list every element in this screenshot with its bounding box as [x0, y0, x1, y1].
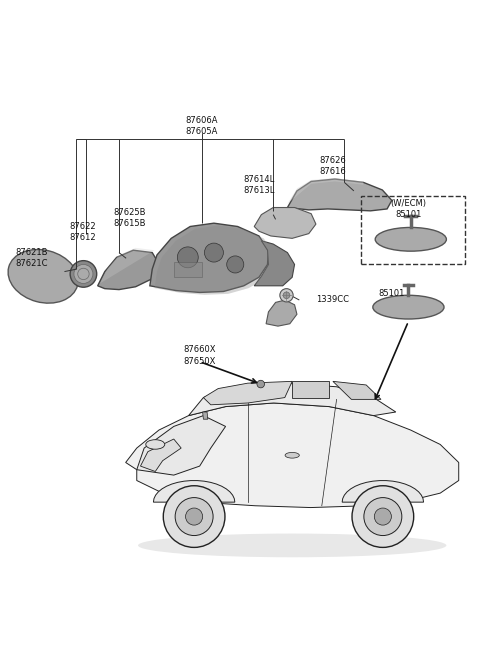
- Circle shape: [280, 288, 293, 302]
- Circle shape: [178, 247, 198, 268]
- Bar: [361, 196, 466, 265]
- Polygon shape: [126, 403, 459, 508]
- Text: 85101: 85101: [379, 289, 405, 298]
- Ellipse shape: [138, 533, 446, 557]
- Circle shape: [257, 380, 264, 388]
- Text: 1339CC: 1339CC: [316, 294, 349, 304]
- Text: 87626
87616: 87626 87616: [319, 156, 346, 176]
- Circle shape: [364, 497, 402, 535]
- Polygon shape: [150, 223, 268, 292]
- Circle shape: [374, 508, 391, 525]
- Polygon shape: [204, 381, 292, 405]
- Polygon shape: [155, 225, 273, 295]
- FancyArrowPatch shape: [202, 363, 256, 383]
- Circle shape: [283, 292, 290, 299]
- Text: 87606A
87605A: 87606A 87605A: [186, 116, 218, 137]
- Text: 87622
87612: 87622 87612: [69, 222, 96, 242]
- Circle shape: [227, 256, 244, 273]
- Polygon shape: [254, 240, 295, 286]
- Polygon shape: [141, 439, 181, 472]
- Polygon shape: [174, 262, 202, 277]
- Polygon shape: [292, 381, 329, 397]
- FancyArrowPatch shape: [375, 324, 408, 399]
- Ellipse shape: [146, 440, 165, 449]
- Text: 87625B
87615B: 87625B 87615B: [114, 208, 146, 229]
- Ellipse shape: [285, 453, 300, 458]
- Circle shape: [352, 486, 414, 547]
- Polygon shape: [100, 248, 155, 283]
- Polygon shape: [189, 383, 396, 416]
- Polygon shape: [288, 178, 363, 204]
- Polygon shape: [203, 412, 208, 419]
- Circle shape: [78, 268, 89, 280]
- Text: 87660X
87650X: 87660X 87650X: [183, 346, 216, 365]
- Text: (W/ECM)
85101: (W/ECM) 85101: [390, 199, 426, 219]
- Polygon shape: [288, 179, 392, 211]
- Circle shape: [186, 508, 203, 525]
- Polygon shape: [97, 250, 159, 290]
- Text: 87621B
87621C: 87621B 87621C: [15, 248, 48, 268]
- Polygon shape: [254, 208, 316, 238]
- Polygon shape: [266, 300, 297, 326]
- Ellipse shape: [373, 295, 444, 319]
- Polygon shape: [137, 416, 226, 475]
- Polygon shape: [154, 480, 235, 502]
- Ellipse shape: [8, 250, 78, 303]
- Circle shape: [70, 261, 96, 287]
- Circle shape: [74, 265, 93, 283]
- Text: 87614L
87613L: 87614L 87613L: [243, 175, 275, 195]
- Circle shape: [163, 486, 225, 547]
- Ellipse shape: [375, 227, 446, 251]
- Polygon shape: [333, 381, 381, 399]
- Circle shape: [175, 497, 213, 535]
- Polygon shape: [342, 480, 423, 502]
- Circle shape: [204, 243, 223, 262]
